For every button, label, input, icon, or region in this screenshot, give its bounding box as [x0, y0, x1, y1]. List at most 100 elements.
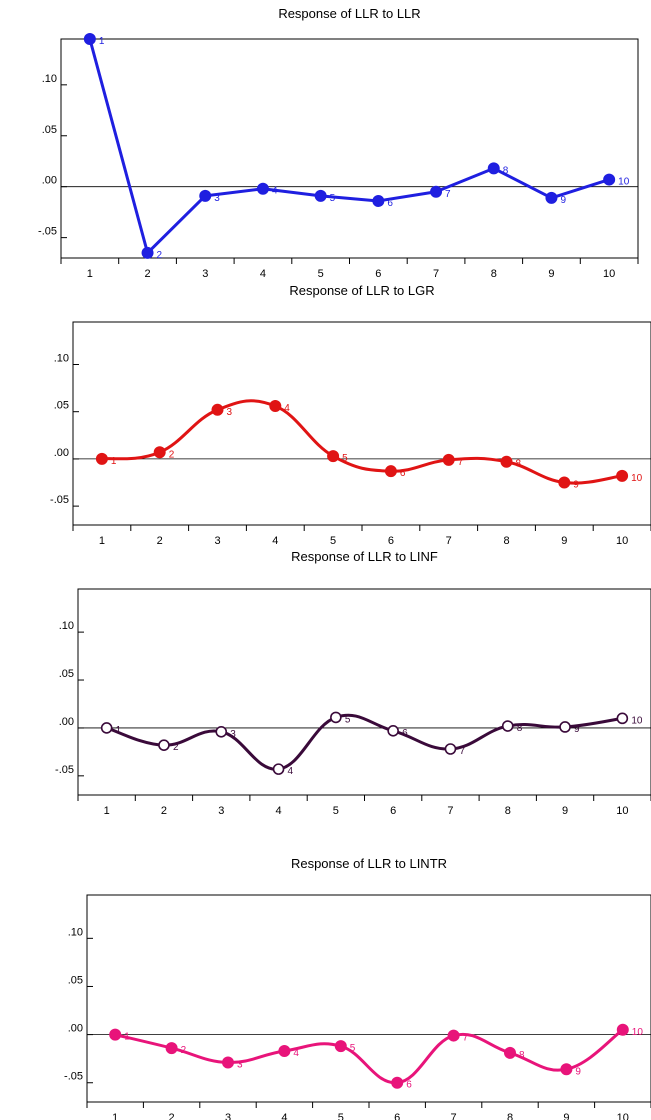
- data-point: [272, 763, 285, 775]
- data-point-label: 1: [116, 725, 122, 736]
- data-point-label: 8: [516, 459, 522, 470]
- x-tick-label: 2: [157, 535, 163, 547]
- data-point: [215, 725, 228, 738]
- plot-frame: [72, 321, 651, 526]
- x-tick-label: 7: [446, 535, 452, 547]
- series-line: [106, 713, 623, 771]
- data-point-label: 6: [402, 728, 408, 739]
- x-tick-label: 1: [99, 535, 105, 547]
- data-point: [165, 1042, 178, 1055]
- data-point: [95, 452, 108, 465]
- data-point-label: 5: [342, 453, 348, 464]
- data-point: [559, 721, 571, 733]
- x-tick-label: 3: [225, 1112, 231, 1120]
- data-point-label: 6: [387, 198, 393, 209]
- data-point-label: 9: [575, 1066, 581, 1077]
- data-point-label: 7: [458, 457, 464, 468]
- x-tick-label: 6: [390, 805, 396, 817]
- data-point: [384, 465, 397, 478]
- x-tick-label: 10: [616, 805, 628, 817]
- data-point: [616, 1023, 629, 1036]
- data-point-label: 5: [345, 714, 351, 725]
- data-point: [372, 194, 385, 207]
- data-point: [501, 720, 514, 732]
- y-tick-label: .00: [42, 175, 57, 187]
- data-point: [447, 1029, 460, 1042]
- x-tick-label: 6: [394, 1112, 400, 1120]
- x-tick-label: 8: [505, 805, 511, 817]
- data-point: [616, 469, 629, 482]
- x-tick-label: 8: [491, 268, 497, 280]
- x-tick-label: 2: [161, 805, 167, 817]
- x-tick-label: 10: [603, 268, 615, 280]
- data-point: [500, 455, 513, 468]
- x-tick-label: 3: [218, 805, 224, 817]
- chart-panel-3: Response of LLR to LINF .10 .05 .00 -.05 1 2 3 4…: [55, 549, 651, 817]
- x-tick-label: 3: [214, 535, 220, 547]
- x-tick-label: 3: [202, 268, 208, 280]
- data-point: [560, 1063, 573, 1076]
- data-point-label: 4: [288, 766, 294, 777]
- x-tick-label: 9: [563, 1112, 569, 1120]
- x-tick-label: 2: [169, 1112, 175, 1120]
- x-tick-label: 7: [433, 268, 439, 280]
- data-point-label: 4: [293, 1048, 299, 1059]
- data-point: [334, 1040, 347, 1053]
- data-point: [278, 1044, 291, 1057]
- data-point: [158, 739, 170, 751]
- data-point: [109, 1028, 122, 1041]
- x-tick-label: 9: [548, 268, 554, 280]
- x-tick-label: 10: [617, 1112, 629, 1120]
- data-point: [387, 725, 399, 737]
- x-tick-label: 9: [562, 805, 568, 817]
- data-point-label: 4: [284, 403, 290, 414]
- y-tick-label: .10: [54, 352, 69, 364]
- x-tick-label: 1: [87, 268, 93, 280]
- x-tick-label: 4: [275, 805, 281, 817]
- data-point-label: 9: [574, 724, 580, 735]
- data-point-label: 1: [99, 36, 105, 47]
- data-point: [100, 722, 113, 734]
- y-tick-label: -.05: [55, 764, 74, 776]
- data-point-label: 2: [169, 449, 175, 460]
- data-point: [616, 712, 629, 725]
- data-point-label: 3: [227, 407, 233, 418]
- chart-panel-4: Response of LLR to LINTR .10 .05 .00 -.05 1 2 3…: [64, 856, 651, 1120]
- data-point-label: 9: [560, 195, 566, 206]
- data-point-label: 5: [330, 193, 336, 204]
- data-point-label: 3: [237, 1060, 243, 1071]
- y-tick-label: .10: [42, 73, 57, 85]
- chart-title: Response of LLR to LGR: [289, 283, 434, 298]
- data-point: [314, 189, 327, 202]
- data-point-label: 10: [631, 715, 643, 726]
- chart-title: Response of LLR to LINTR: [291, 856, 447, 871]
- y-tick-label: .00: [59, 716, 74, 728]
- x-tick-label: 4: [281, 1112, 287, 1120]
- x-tick-label: 5: [338, 1112, 344, 1120]
- data-point: [83, 33, 96, 45]
- x-tick-label: 1: [104, 805, 110, 817]
- x-tick-label: 6: [375, 268, 381, 280]
- data-point-label: 9: [573, 480, 579, 491]
- x-tick-label: 2: [144, 268, 150, 280]
- y-tick-label: -.05: [50, 494, 69, 506]
- series-line: [88, 38, 610, 255]
- chart-title: Response of LLR to LLR: [278, 6, 420, 21]
- x-tick-label: 9: [561, 535, 567, 547]
- chart-title: Response of LLR to LINF: [291, 549, 438, 564]
- x-tick-label: 5: [333, 805, 339, 817]
- data-point: [603, 173, 616, 186]
- data-point-label: 3: [214, 193, 220, 204]
- plot-frame: [60, 38, 639, 259]
- series-line: [101, 399, 623, 485]
- y-tick-label: .05: [59, 668, 74, 680]
- data-point-label: 2: [157, 250, 163, 261]
- data-point: [430, 185, 443, 198]
- data-point-label: 5: [350, 1043, 356, 1054]
- data-point: [391, 1076, 404, 1089]
- y-tick-label: .00: [54, 447, 69, 459]
- data-point-label: 2: [181, 1045, 187, 1056]
- data-point-label: 8: [503, 165, 509, 176]
- data-point: [504, 1046, 516, 1059]
- data-point-label: 10: [631, 473, 643, 484]
